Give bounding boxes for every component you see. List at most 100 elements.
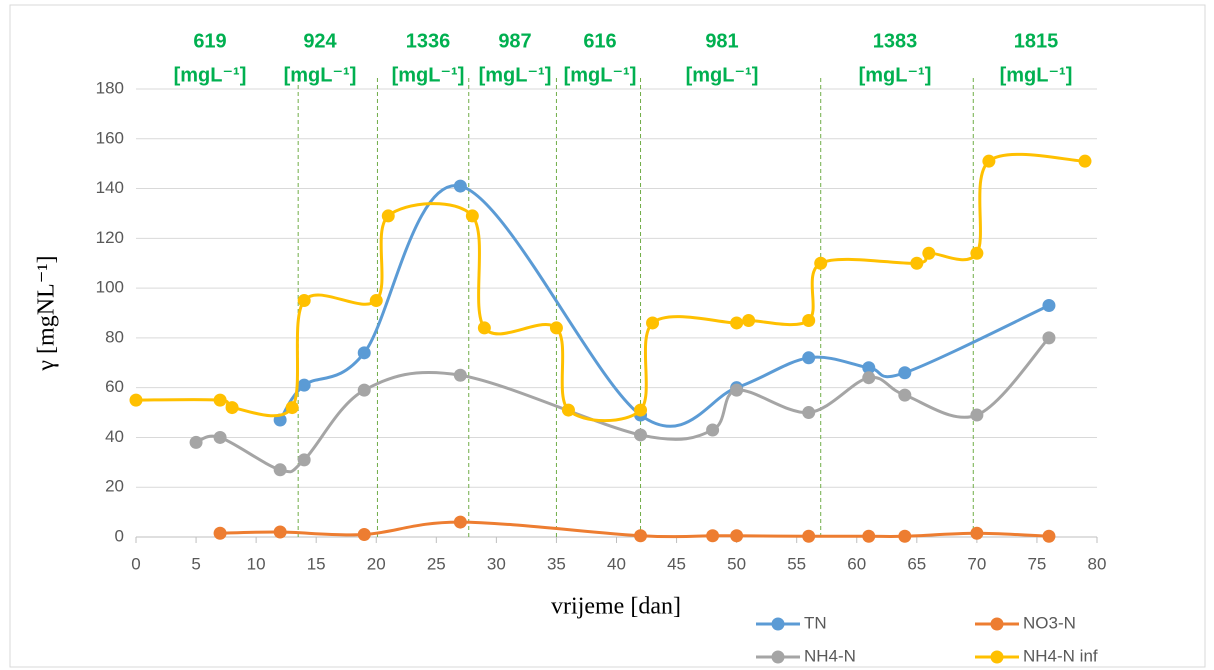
annotation-unit: [mgL⁻¹]	[284, 64, 357, 86]
y-tick-label: 20	[105, 477, 124, 496]
chart-border	[9, 4, 1206, 668]
data-point	[453, 515, 467, 529]
data-point	[213, 526, 227, 540]
annotation-value: 619	[193, 30, 226, 52]
annotation-value: 924	[303, 30, 337, 52]
data-point	[477, 321, 491, 335]
y-tick-label: 180	[96, 78, 124, 97]
annotation-value: 1383	[873, 30, 918, 52]
data-point	[1042, 331, 1056, 345]
data-point	[297, 294, 311, 308]
data-point	[549, 321, 563, 335]
data-point	[802, 529, 816, 543]
data-point	[862, 529, 876, 543]
data-point	[273, 525, 287, 539]
data-point	[381, 209, 395, 223]
y-tick-label: 0	[115, 526, 124, 545]
annotation-unit: [mgL⁻¹]	[1000, 64, 1073, 86]
data-point	[297, 453, 311, 467]
legend-marker	[990, 617, 1004, 631]
data-point	[1042, 299, 1056, 313]
data-point	[1042, 529, 1056, 543]
annotation-unit: [mgL⁻¹]	[686, 64, 759, 86]
legend-marker	[771, 650, 785, 664]
data-point	[802, 406, 816, 420]
data-point	[369, 294, 383, 308]
y-tick-label: 160	[96, 128, 124, 147]
x-tick-label: 30	[487, 554, 506, 573]
annotation-unit: [mgL⁻¹]	[392, 64, 465, 86]
data-point	[970, 408, 984, 422]
legend-label: NH4-N	[804, 646, 856, 665]
x-tick-label: 55	[787, 554, 806, 573]
annotation-unit: [mgL⁻¹]	[859, 64, 932, 86]
data-point	[634, 403, 648, 417]
legend-marker	[771, 617, 785, 631]
data-point	[357, 383, 371, 397]
data-point	[814, 256, 828, 270]
data-point	[453, 368, 467, 382]
y-tick-label: 80	[105, 327, 124, 346]
annotation-value: 981	[705, 30, 738, 52]
data-point	[706, 423, 720, 437]
data-point	[465, 209, 479, 223]
data-point	[357, 346, 371, 360]
annotation-unit: [mgL⁻¹]	[174, 64, 247, 86]
legend-label: NO3-N	[1023, 613, 1076, 632]
data-point	[273, 463, 287, 477]
annotation-value: 1815	[1014, 30, 1059, 52]
x-tick-label: 5	[191, 554, 200, 573]
data-point	[297, 378, 311, 392]
data-point	[898, 388, 912, 402]
y-tick-label: 140	[96, 178, 124, 197]
legend-marker	[990, 650, 1004, 664]
data-point	[706, 529, 720, 543]
data-point	[634, 529, 648, 543]
data-point	[129, 393, 143, 407]
x-tick-label: 50	[727, 554, 746, 573]
y-tick-label: 40	[105, 427, 124, 446]
annotation-unit: [mgL⁻¹]	[564, 64, 637, 86]
data-point	[982, 154, 996, 168]
x-tick-label: 20	[367, 554, 386, 573]
data-point	[970, 246, 984, 260]
x-tick-label: 35	[547, 554, 566, 573]
y-axis-label: γ [mgNL⁻¹]	[34, 255, 60, 371]
data-point	[561, 403, 575, 417]
data-point	[225, 401, 239, 415]
data-point	[730, 529, 744, 543]
data-point	[922, 246, 936, 260]
data-point	[910, 256, 924, 270]
data-point	[453, 179, 467, 193]
x-tick-label: 75	[1027, 554, 1046, 573]
data-point	[1078, 154, 1092, 168]
x-tick-label: 10	[247, 554, 266, 573]
data-point	[862, 361, 876, 375]
x-tick-label: 0	[131, 554, 140, 573]
data-point	[730, 316, 744, 330]
x-tick-label: 65	[907, 554, 926, 573]
x-tick-label: 15	[307, 554, 326, 573]
x-tick-label: 70	[967, 554, 986, 573]
x-tick-label: 80	[1088, 554, 1107, 573]
annotation-value: 987	[498, 30, 531, 52]
y-tick-label: 120	[96, 228, 124, 247]
data-point	[742, 313, 756, 327]
y-tick-label: 60	[105, 377, 124, 396]
data-point	[357, 528, 371, 542]
x-tick-label: 25	[427, 554, 446, 573]
x-tick-label: 60	[847, 554, 866, 573]
y-tick-label: 100	[96, 278, 124, 297]
data-point	[646, 316, 660, 330]
data-point	[213, 393, 227, 407]
legend-label: TN	[804, 613, 827, 632]
x-axis-label: vrijeme [dan]	[551, 594, 681, 620]
data-point	[970, 526, 984, 540]
data-point	[802, 313, 816, 327]
data-point	[802, 351, 816, 365]
annotation-unit: [mgL⁻¹]	[479, 64, 552, 86]
data-point	[634, 428, 648, 442]
data-point	[189, 435, 203, 449]
data-point	[862, 371, 876, 385]
